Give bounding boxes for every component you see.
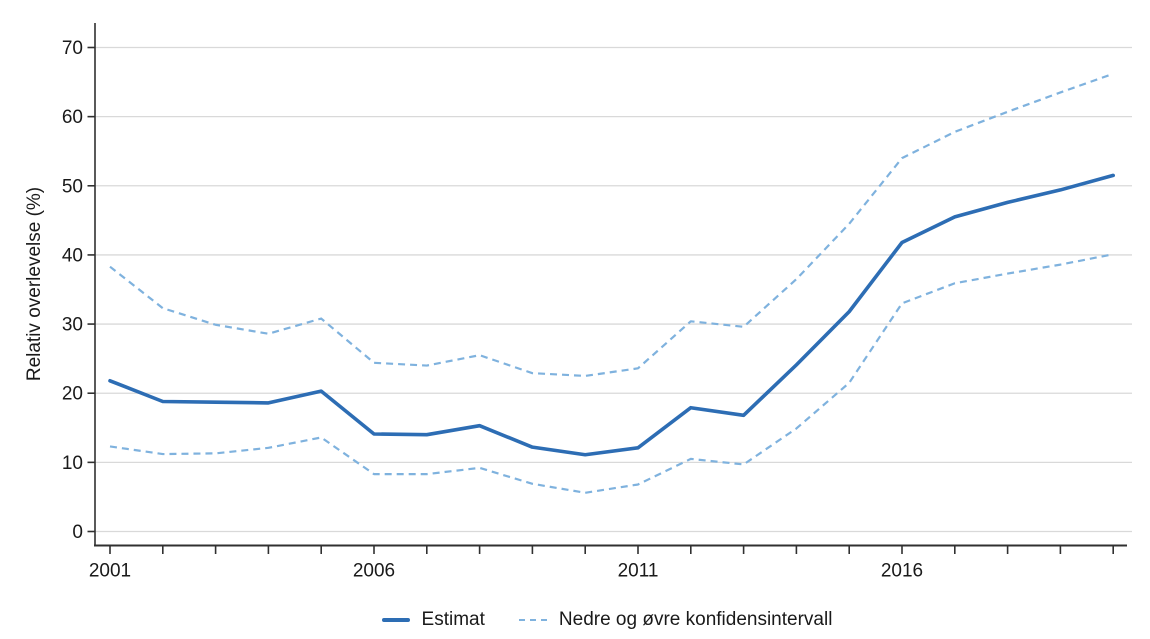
confidence-interval-line-swatch xyxy=(518,619,547,621)
x-tick-label-2001: 2001 xyxy=(89,561,131,582)
legend-item-confidence-interval: Nedre og øvre konfidensintervall xyxy=(518,609,833,631)
legend-item-estimat: Estimat xyxy=(381,609,485,631)
x-tick-label-2016: 2016 xyxy=(881,561,923,582)
series-line-nedre-konfidensintervall xyxy=(109,253,1114,494)
chart-plot-area: 0 10 20 30 40 50 60 70 2001 2006 2011 2016 xyxy=(62,23,1132,582)
chart-legend: Estimat Nedre og øvre konfidensintervall xyxy=(0,602,1150,638)
legend-label-estimat: Estimat xyxy=(421,609,485,630)
series-line-vre-konfidensintervall xyxy=(109,72,1114,378)
y-tick-label-40: 40 xyxy=(62,245,83,266)
y-tick-label-0: 0 xyxy=(72,522,83,543)
y-tick-label-50: 50 xyxy=(62,176,83,197)
estimat-line-swatch xyxy=(381,618,410,622)
y-tick-label-30: 30 xyxy=(62,315,83,336)
x-tick-label-2006: 2006 xyxy=(353,561,395,582)
x-tick-label-2011: 2011 xyxy=(618,561,659,582)
y-tick-label-60: 60 xyxy=(62,107,83,128)
y-tick-label-70: 70 xyxy=(62,38,83,59)
legend-label-confidence-interval: Nedre og øvre konfidensintervall xyxy=(558,609,833,630)
y-tick-label-10: 10 xyxy=(62,453,83,474)
y-axis-title: Relativ overlevelse (%) xyxy=(24,186,45,382)
series-line-estimat xyxy=(108,173,1115,457)
y-tick-label-20: 20 xyxy=(62,384,83,405)
